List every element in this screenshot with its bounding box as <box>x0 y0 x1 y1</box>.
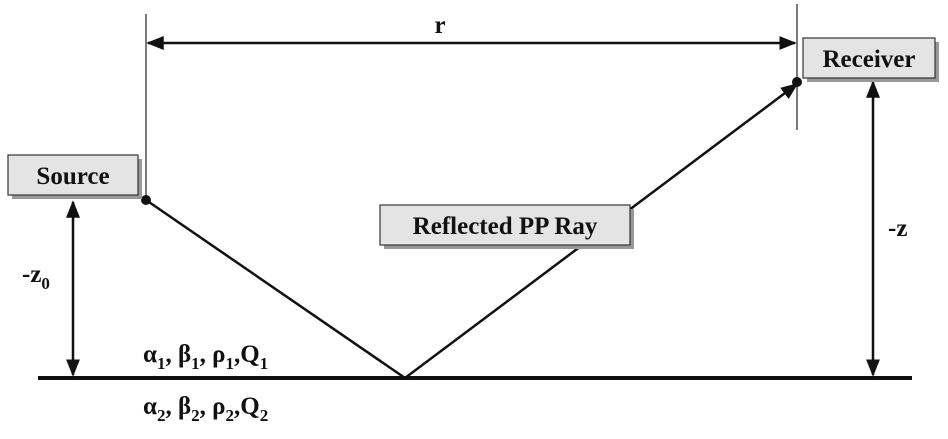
lower-layer-label: α2, β2, ρ2,Q2 <box>143 393 268 425</box>
layer-symbol: , β <box>165 341 191 368</box>
layer-subscript: 1 <box>157 354 166 373</box>
layer-subscript: 2 <box>260 406 269 425</box>
layer-symbol: α <box>143 341 157 368</box>
source-depth-sub: 0 <box>41 274 50 293</box>
layer-symbol: α <box>143 393 157 420</box>
source-box <box>7 154 139 196</box>
source-depth-text: -z <box>22 261 41 288</box>
source-label: Source <box>36 163 109 190</box>
receiver-depth-label: -z <box>888 215 907 242</box>
source-point <box>141 195 151 205</box>
ray-label: Reflected PP Ray <box>413 213 598 240</box>
layer-subscript: 2 <box>191 406 200 425</box>
receiver-label: Receiver <box>823 46 916 73</box>
layer-subscript: 1 <box>226 354 235 373</box>
layer-subscript: 1 <box>191 354 200 373</box>
upper-layer-label: α1, β1, ρ1,Q1 <box>143 341 268 373</box>
layer-symbol: , β <box>165 393 191 420</box>
distance-label: r <box>434 12 445 39</box>
source-depth-label: -z0 <box>22 261 50 293</box>
ray-box <box>379 204 631 246</box>
layer-subscript: 2 <box>157 406 166 425</box>
layer-symbol: ,Q <box>234 393 260 420</box>
layer-symbol: , ρ <box>200 393 226 420</box>
receiver-box <box>802 37 936 79</box>
ray-path <box>145 82 799 380</box>
layer-subscript: 2 <box>226 406 235 425</box>
receiver-point <box>792 77 802 87</box>
layer-symbol: ,Q <box>234 341 260 368</box>
layer-subscript: 1 <box>260 354 269 373</box>
layer-symbol: , ρ <box>200 341 226 368</box>
